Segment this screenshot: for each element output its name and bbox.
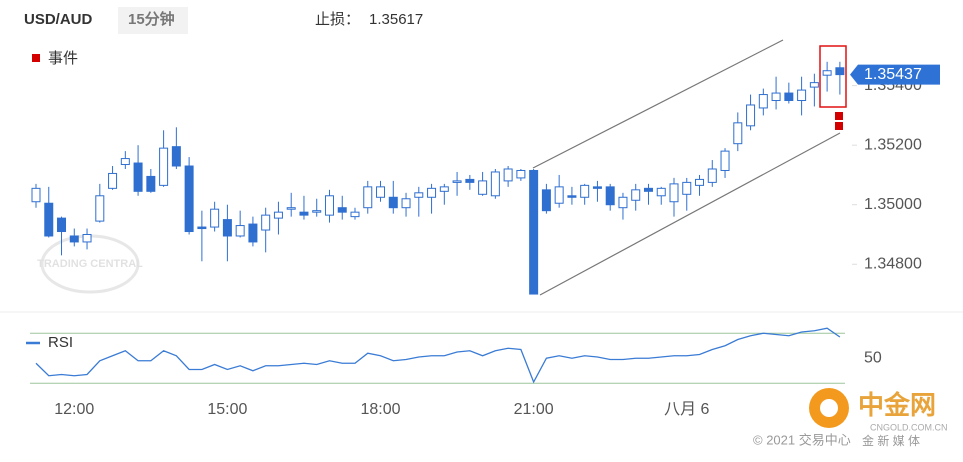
tagline: 金 新 媒 体 (862, 433, 920, 448)
highlight-box (819, 45, 847, 108)
last-price-tag (850, 64, 940, 85)
channel-line (532, 39, 784, 169)
x-tick-label: 18:00 (360, 401, 400, 418)
candle-body (108, 172, 118, 189)
interval[interactable]: 15分钟 (128, 10, 175, 28)
candle-body (95, 195, 105, 222)
channel-line (539, 132, 841, 296)
candle-body (516, 169, 526, 179)
stop-loss-value: 1.35617 (369, 11, 423, 28)
candle-body (554, 186, 564, 204)
candle-body (376, 186, 386, 198)
event-legend: 事件 (48, 50, 78, 67)
y-tick-label: 1.35000 (864, 196, 922, 213)
x-tick-label: 八月 6 (664, 401, 709, 418)
candle-body (324, 195, 334, 216)
candle-body (312, 210, 322, 213)
candle-body (490, 171, 500, 197)
x-tick-label: 12:00 (54, 401, 94, 418)
candle-body (120, 158, 130, 166)
candle-body (707, 168, 717, 183)
watermark-text: TRADING CENTRAL (37, 258, 143, 270)
candle-body (503, 168, 513, 182)
candle-body (822, 70, 832, 76)
candle-body (656, 187, 666, 197)
candle-body (682, 181, 692, 195)
legend-label: RSI (48, 334, 73, 351)
candle-body (631, 189, 641, 201)
logo: 中金网 CNGOLD.COM.CN (809, 388, 948, 432)
candle-body (439, 186, 449, 192)
candle-body (695, 178, 705, 186)
candle-body (529, 169, 539, 295)
candle-body (184, 165, 194, 233)
candle-body (478, 180, 488, 195)
copyright: © 2021 交易中心 (753, 432, 851, 447)
candle-body (210, 208, 220, 228)
candle-body (69, 235, 79, 243)
candle-body (835, 67, 845, 76)
candle-body (31, 187, 41, 203)
candle-body (261, 214, 271, 231)
candle-body (337, 207, 347, 213)
rsi-line (35, 327, 841, 384)
candle-body (797, 89, 807, 102)
candle-body (541, 189, 551, 212)
candle-body (592, 186, 602, 189)
candle-body (465, 178, 475, 183)
candle-body (605, 186, 615, 206)
candle-body (133, 162, 143, 192)
candle-body (44, 202, 54, 237)
logo-text: 中金网 (858, 390, 936, 420)
x-tick-label: 21:00 (514, 401, 554, 418)
candle-body (57, 217, 67, 233)
y-tick-label: 50 (864, 349, 882, 366)
candle-body (222, 219, 232, 237)
candle-body (414, 192, 424, 198)
candle-body (350, 211, 360, 218)
y-tick-label: 1.35200 (864, 136, 922, 153)
symbol: USD/AUD (24, 11, 93, 28)
candle-body (643, 187, 653, 192)
candle-body (618, 196, 628, 209)
candle-body (299, 211, 309, 216)
candle-body (388, 196, 398, 209)
candle-body (452, 180, 462, 183)
last-price-label: 1.35437 (864, 66, 922, 83)
candle-body (146, 175, 156, 192)
candle-body (746, 104, 756, 127)
candle-body (363, 186, 373, 209)
event-marker (835, 112, 843, 120)
candle-body (567, 195, 577, 198)
candle-body (197, 226, 207, 230)
candle-body (159, 147, 169, 186)
candle-body (273, 211, 283, 219)
event-marker (835, 122, 843, 130)
stop-loss-label: 止损： (315, 11, 360, 28)
logo-site: CNGOLD.COM.CN (870, 422, 948, 432)
candle-body (758, 94, 768, 109)
candle-body (248, 223, 258, 243)
candle-body (669, 183, 679, 203)
candle-body (580, 184, 590, 198)
candle-body (427, 187, 437, 198)
candle-body (771, 92, 781, 102)
candle-body (809, 82, 819, 88)
candle-body (784, 92, 794, 102)
x-tick-label: 15:00 (207, 401, 247, 418)
candle-body (733, 122, 743, 145)
candle-body (286, 207, 296, 210)
interval-button[interactable] (118, 7, 188, 34)
y-tick-label: 1.34800 (864, 255, 922, 272)
candle-body (235, 225, 245, 237)
candle-body (401, 198, 411, 209)
candle-body (82, 233, 92, 243)
candle-body (720, 150, 730, 171)
candle-body (171, 146, 181, 167)
event-legend-marker (32, 54, 40, 62)
